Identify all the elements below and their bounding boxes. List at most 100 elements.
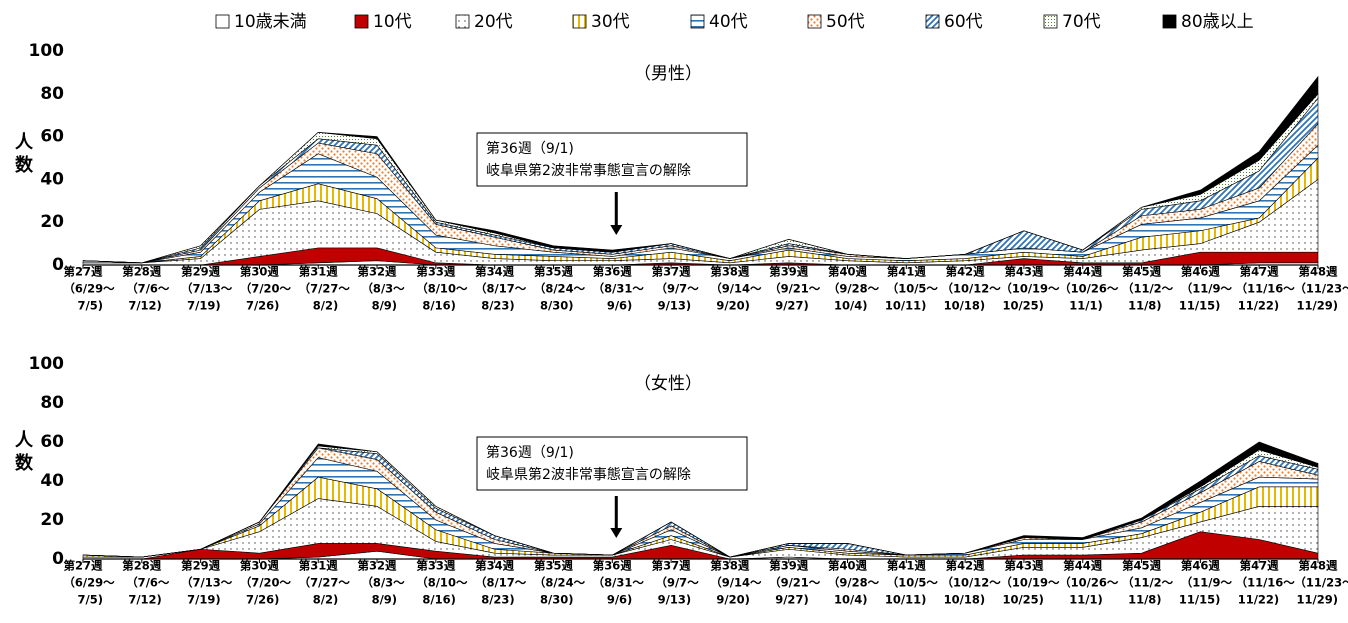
x-tick-label: 7/26) bbox=[246, 299, 279, 313]
y-tick-label: 80 bbox=[40, 84, 64, 104]
y-tick-label: 100 bbox=[29, 354, 65, 374]
x-tick-label: 11/8) bbox=[1128, 593, 1161, 607]
y-tick-label: 20 bbox=[40, 212, 64, 232]
x-tick-label: 7/19) bbox=[187, 593, 220, 607]
legend-swatch bbox=[354, 14, 369, 29]
x-tick-label: 9/6) bbox=[607, 593, 632, 607]
x-tick-label: （8/3～ bbox=[361, 282, 405, 296]
x-tick-label: 7/12) bbox=[128, 593, 161, 607]
x-tick-label: 第37週 bbox=[652, 559, 692, 573]
x-tick-label: 11/15) bbox=[1179, 593, 1220, 607]
x-tick-label: （6/29～ bbox=[63, 576, 115, 590]
y-tick-label: 20 bbox=[40, 510, 64, 530]
legend-swatch bbox=[1162, 14, 1177, 29]
x-tick-label: （7/20～ bbox=[240, 282, 292, 296]
annotation-box bbox=[476, 132, 748, 187]
annotation-text: 第36週（9/1) bbox=[486, 140, 574, 157]
x-tick-label: 11/29) bbox=[1297, 593, 1338, 607]
x-tick-label: （11/9～ bbox=[1181, 576, 1233, 590]
legend-swatch bbox=[455, 14, 470, 29]
x-tick-label: 10/18) bbox=[944, 593, 985, 607]
x-tick-label: （8/17～ bbox=[475, 282, 527, 296]
x-tick-label: 第33週 bbox=[416, 265, 456, 279]
x-tick-label: （6/29～ bbox=[63, 282, 115, 296]
x-tick-label: 第45週 bbox=[1122, 265, 1162, 279]
x-tick-label: 第36週 bbox=[593, 559, 633, 573]
x-tick-label: （9/14～ bbox=[710, 282, 762, 296]
x-tick-label: 第40週 bbox=[828, 265, 868, 279]
x-tick-label: 9/20) bbox=[716, 593, 749, 607]
x-tick-label: 第28週 bbox=[122, 265, 162, 279]
x-tick-label: （7/6～ bbox=[126, 282, 170, 296]
x-tick-label: 10/18) bbox=[944, 299, 985, 313]
panel-title: （男性） bbox=[634, 64, 702, 84]
x-tick-label: 8/23) bbox=[481, 299, 514, 313]
x-tick-label: 11/1) bbox=[1069, 299, 1102, 313]
x-tick-label: （10/5～ bbox=[887, 282, 939, 296]
y-tick-label: 60 bbox=[40, 432, 64, 452]
x-tick-label: 8/2) bbox=[313, 593, 338, 607]
x-tick-label: 第48週 bbox=[1298, 559, 1338, 573]
x-tick-label: （7/20～ bbox=[240, 576, 292, 590]
x-tick-label: （9/28～ bbox=[828, 576, 880, 590]
x-tick-label: 8/16) bbox=[422, 593, 455, 607]
y-tick-label: 0 bbox=[52, 255, 64, 275]
x-tick-label: 8/16) bbox=[422, 299, 455, 313]
x-tick-label: 8/23) bbox=[481, 593, 514, 607]
x-tick-label: 第47週 bbox=[1240, 559, 1280, 573]
x-tick-label: （11/16～ bbox=[1236, 576, 1296, 590]
x-tick-label: 第44週 bbox=[1063, 265, 1103, 279]
x-tick-label: 10/25) bbox=[1002, 299, 1043, 313]
x-tick-label: （10/5～ bbox=[887, 576, 939, 590]
x-tick-label: 第29週 bbox=[181, 265, 221, 279]
legend-swatch bbox=[807, 14, 822, 29]
x-tick-label: （11/23～ bbox=[1294, 282, 1348, 296]
x-tick-label: 第37週 bbox=[652, 265, 692, 279]
x-tick-label: 第42週 bbox=[946, 559, 986, 573]
x-tick-label: 9/20) bbox=[716, 299, 749, 313]
x-tick-label: 第29週 bbox=[181, 559, 221, 573]
legend-label: 80歳以上 bbox=[1181, 12, 1254, 32]
x-tick-label: （10/19～ bbox=[1000, 282, 1060, 296]
annotation-arrowhead bbox=[610, 528, 623, 538]
x-tick-label: 第44週 bbox=[1063, 559, 1103, 573]
panel-title: （女性） bbox=[634, 374, 702, 394]
x-tick-label: （9/28～ bbox=[828, 282, 880, 296]
x-tick-label: （8/31～ bbox=[593, 282, 645, 296]
x-tick-label: 第35週 bbox=[534, 265, 574, 279]
x-tick-label: （11/16～ bbox=[1236, 282, 1296, 296]
x-tick-label: （8/31～ bbox=[593, 576, 645, 590]
x-tick-label: 第35週 bbox=[534, 559, 574, 573]
x-tick-label: 第33週 bbox=[416, 559, 456, 573]
x-tick-label: （8/24～ bbox=[534, 576, 586, 590]
x-tick-label: 第46週 bbox=[1181, 559, 1221, 573]
x-tick-label: 第32週 bbox=[358, 559, 398, 573]
x-tick-label: 11/22) bbox=[1238, 299, 1279, 313]
x-tick-label: 第30週 bbox=[240, 559, 280, 573]
x-tick-label: 第31週 bbox=[299, 265, 339, 279]
x-tick-label: （8/17～ bbox=[475, 576, 527, 590]
legend-swatch bbox=[1043, 14, 1058, 29]
x-tick-label: （9/7～ bbox=[655, 282, 699, 296]
x-tick-label: 9/13) bbox=[658, 299, 691, 313]
x-tick-label: 7/5) bbox=[78, 593, 103, 607]
x-tick-label: 第43週 bbox=[1004, 265, 1044, 279]
annotation-arrowhead bbox=[610, 225, 623, 235]
x-tick-label: 9/13) bbox=[658, 593, 691, 607]
y-axis-label: 人 bbox=[15, 430, 34, 451]
x-tick-label: 11/22) bbox=[1238, 593, 1279, 607]
area bbox=[82, 441, 1319, 558]
legend-label: 20代 bbox=[474, 12, 513, 32]
legend-label: 40代 bbox=[709, 12, 748, 32]
legend-label: 60代 bbox=[944, 12, 983, 32]
x-tick-label: 7/26) bbox=[246, 593, 279, 607]
x-tick-label: 11/15) bbox=[1179, 299, 1220, 313]
x-tick-label: 9/6) bbox=[607, 299, 632, 313]
x-tick-label: 8/9) bbox=[372, 299, 397, 313]
x-tick-label: （7/13～ bbox=[181, 282, 233, 296]
legend-label: 30代 bbox=[591, 12, 630, 32]
x-tick-label: 第38週 bbox=[710, 559, 750, 573]
x-tick-label: （8/10～ bbox=[416, 576, 468, 590]
x-tick-label: 第47週 bbox=[1240, 265, 1280, 279]
x-tick-label: 第43週 bbox=[1004, 559, 1044, 573]
